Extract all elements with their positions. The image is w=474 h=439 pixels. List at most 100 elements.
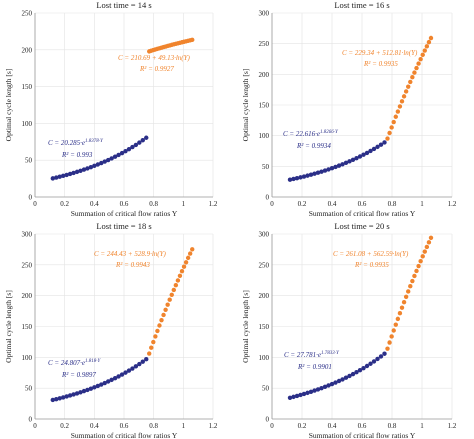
blue-data-point (74, 391, 80, 396)
x-tick-label: 0.6 (358, 200, 367, 208)
blue-data-point (60, 395, 66, 400)
orange-data-point (387, 340, 392, 345)
x-tick-label: 0.4 (90, 200, 99, 208)
blue-data-point (340, 162, 345, 167)
orange-data-point (190, 37, 195, 43)
blue-data-point (319, 169, 324, 174)
blue-data-point (308, 389, 314, 394)
y-tick-label: 250 (22, 10, 33, 18)
orange-data-point (428, 235, 434, 240)
chart-title: Lost time = 14 s (96, 0, 151, 10)
orange-r-squared: R² = 0.9935 (354, 261, 389, 269)
x-axis-label: Summation of critical flow ratios Y (71, 431, 178, 439)
blue-data-point (85, 387, 90, 393)
y-tick-label: 0 (266, 194, 270, 202)
y-tick-label: 50 (25, 157, 33, 165)
blue-data-point (130, 366, 135, 371)
orange-data-point (428, 35, 434, 41)
blue-data-point (371, 359, 377, 364)
orange-data-point (426, 39, 432, 45)
blue-data-point (88, 386, 94, 391)
orange-data-point (397, 104, 403, 109)
chart-panel-3: Lost time = 18 s 0 0.2 0.4 0.6 0.8 1 1.2 0 50 100 1… (4, 221, 218, 439)
orange-data-point (165, 302, 170, 307)
y-axis-label: Optimal cycle length [s] (4, 69, 13, 142)
y-tick-label: 0 (266, 416, 270, 424)
blue-data-point (329, 165, 335, 171)
y-tick-label: 100 (259, 132, 270, 140)
blue-data-point (287, 395, 293, 400)
orange-data-point (149, 345, 154, 350)
x-tick-label: 1.2 (448, 422, 457, 430)
blue-data-point (112, 154, 118, 159)
blue-r-squared: R² = 0.993 (61, 151, 93, 159)
blue-data-point (368, 148, 373, 154)
blue-data-point (298, 392, 303, 398)
orange-data-point (167, 297, 172, 302)
blue-data-point (54, 175, 59, 180)
blue-data-point (382, 140, 387, 145)
blue-data-point (319, 385, 324, 391)
blue-data-point (123, 370, 128, 375)
x-tick-label: 0.6 (120, 200, 129, 208)
blue-data-point (382, 351, 387, 356)
blue-data-point (329, 381, 335, 387)
blue-data-point (67, 171, 73, 177)
x-tick-label: 0.2 (60, 422, 69, 430)
blue-data-point (78, 168, 83, 173)
orange-data-point (153, 334, 158, 339)
orange-data-point (171, 287, 176, 293)
blue-data-point (333, 380, 338, 385)
blue-data-point (95, 383, 100, 389)
orange-data-point (183, 260, 189, 265)
blue-data-point (368, 361, 373, 366)
blue-data-point (81, 388, 87, 394)
orange-data-point (416, 61, 421, 66)
blue-data-point (336, 378, 342, 384)
orange-data-point (420, 254, 425, 259)
blue-data-point (102, 159, 107, 164)
orange-data-point (187, 251, 193, 256)
orange-data-point (397, 311, 403, 316)
blue-data-point (85, 166, 90, 171)
x-tick-label: 1 (182, 200, 186, 208)
blue-data-point (140, 359, 145, 364)
blue-data-point (305, 173, 310, 178)
blue-data-point (126, 368, 132, 373)
blue-data-point (102, 380, 107, 386)
orange-data-point (157, 323, 162, 328)
blue-data-point (105, 379, 111, 384)
blue-fit-exponent: 1.8378·Y (85, 139, 104, 144)
orange-data-point (408, 284, 413, 289)
blue-data-point (71, 170, 76, 176)
blue-r-squared: R² = 0.9901 (297, 363, 332, 371)
orange-data-point (426, 240, 432, 245)
x-tick-label: 0.8 (388, 200, 397, 208)
blue-fit-exponent: 1.818·Y (85, 359, 102, 364)
orange-data-point (155, 328, 160, 334)
blue-data-point (123, 148, 128, 154)
y-tick-label: 200 (259, 71, 270, 79)
blue-fit-equation: C = 22.616·e1.8266·Y (283, 130, 339, 138)
blue-data-point (88, 164, 94, 170)
orange-data-point (161, 312, 166, 318)
chart-title: Lost time = 20 s (334, 221, 389, 231)
blue-data-point (354, 155, 359, 161)
orange-data-point (424, 44, 430, 49)
orange-data-point (406, 289, 411, 294)
blue-data-point (119, 150, 125, 156)
blue-data-point (74, 169, 80, 175)
x-tick-label: 0.2 (298, 422, 307, 430)
blue-data-point (119, 372, 125, 377)
orange-data-point (418, 56, 423, 62)
y-tick-label: 100 (22, 120, 33, 128)
x-axis-label: Summation of critical flow ratios Y (309, 431, 416, 439)
blue-data-point (291, 176, 296, 182)
y-tick-label: 100 (22, 354, 33, 362)
orange-data-point (173, 282, 179, 288)
orange-r-squared: R² = 0.9927 (139, 65, 174, 73)
orange-data-point (175, 278, 181, 283)
x-tick-label: 0 (270, 200, 274, 208)
x-tick-label: 0 (270, 422, 274, 430)
